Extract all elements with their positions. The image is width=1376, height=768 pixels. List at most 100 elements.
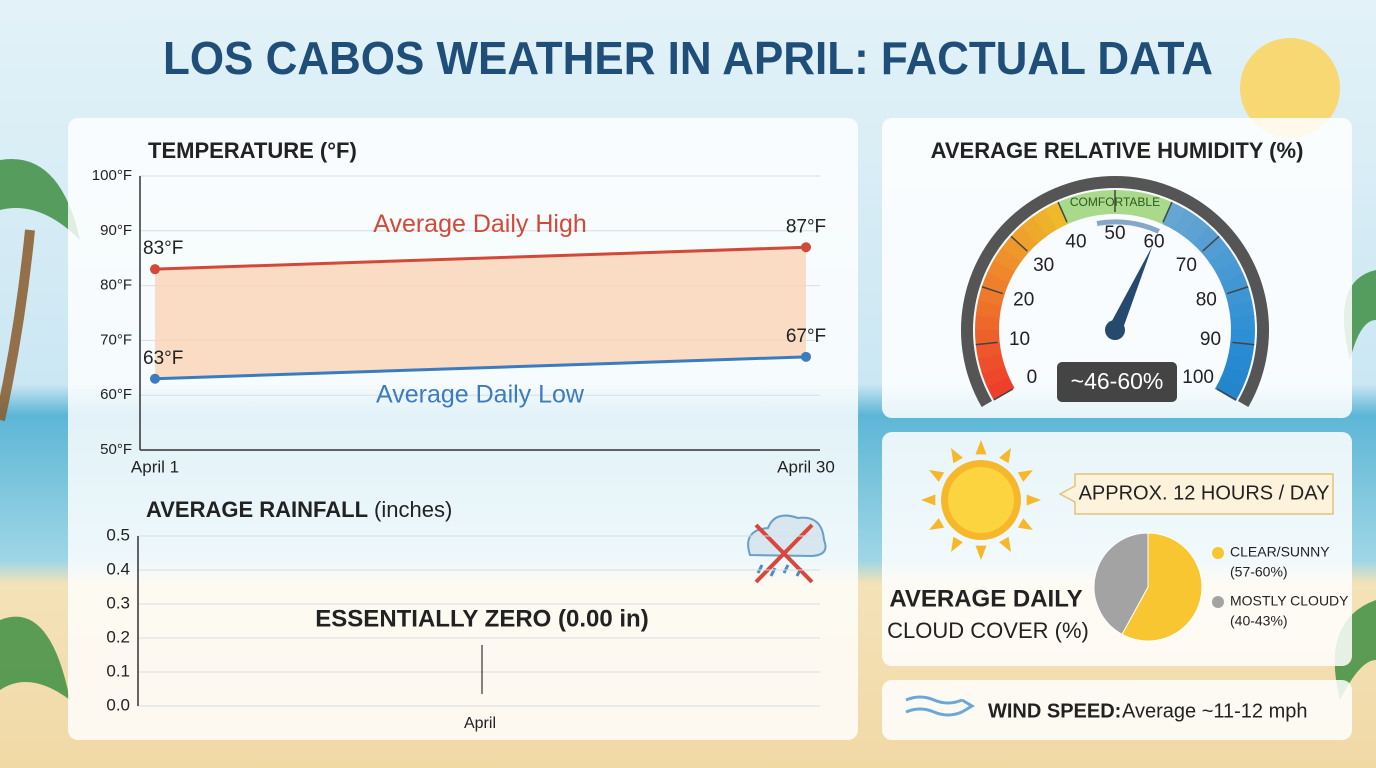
gauge-segment bbox=[1230, 315, 1255, 332]
gauge-segment bbox=[978, 285, 1006, 307]
legend-label: Average Daily Low bbox=[376, 380, 585, 408]
tick-mark bbox=[1226, 286, 1249, 295]
legend-label: CLEAR/SUNNY bbox=[1230, 544, 1330, 560]
gauge-segment bbox=[993, 246, 1022, 273]
y-tick-label: 100°F bbox=[92, 167, 132, 184]
gauge-segment bbox=[1001, 235, 1030, 262]
gauge-segment bbox=[1224, 353, 1252, 375]
wind-text: Average ~11-12 mph bbox=[1122, 700, 1308, 722]
page-title: LOS CABOS WEATHER IN APRIL: FACTUAL DATA bbox=[163, 32, 1213, 84]
chart-title: AVERAGE DAILY bbox=[889, 585, 1082, 612]
data-label: 67°F bbox=[786, 326, 826, 347]
gauge-segment bbox=[1045, 201, 1069, 230]
sun-ray bbox=[921, 494, 936, 506]
sun-ray bbox=[975, 440, 987, 455]
chart-unit: (inches) bbox=[374, 497, 452, 522]
gauge-segment bbox=[1220, 365, 1249, 389]
gauge-segment bbox=[975, 341, 1002, 360]
callout-box bbox=[1058, 473, 1334, 515]
range-fill bbox=[155, 247, 806, 379]
data-label: 87°F bbox=[786, 216, 826, 237]
y-tick-label: 0.3 bbox=[106, 593, 130, 612]
palm-left bbox=[0, 159, 80, 700]
wind-icon bbox=[905, 695, 975, 717]
tick-label: 90 bbox=[1200, 329, 1221, 350]
sun-ray bbox=[929, 470, 945, 482]
gauge-segment bbox=[977, 353, 1005, 374]
tick-label: 20 bbox=[1013, 289, 1034, 310]
wind-label: WIND SPEED: bbox=[988, 700, 1121, 722]
chart-title: TEMPERATURE (°F) bbox=[148, 138, 357, 163]
sun-ray bbox=[951, 536, 963, 552]
gauge-segment bbox=[1215, 259, 1244, 284]
legend-label: MOSTLY CLOUDY bbox=[1230, 593, 1349, 609]
gauge-segment bbox=[981, 271, 1010, 295]
tick-mark bbox=[1216, 388, 1237, 401]
y-tick-label: 0.1 bbox=[106, 661, 130, 680]
sun-ray bbox=[1017, 470, 1033, 482]
tick-label: 0 bbox=[1027, 367, 1038, 388]
data-point bbox=[150, 373, 160, 384]
gauge-segment bbox=[975, 299, 1002, 319]
gauge-segment bbox=[987, 258, 1016, 283]
value-label: ~46-60% bbox=[1071, 368, 1164, 394]
chart-title: AVERAGE RAINFALL (inches) bbox=[146, 497, 452, 522]
tick-mark bbox=[981, 286, 1004, 295]
tick-mark bbox=[993, 388, 1014, 401]
y-tick-label: 0.5 bbox=[106, 525, 130, 544]
annotation: ESSENTIALLY ZERO (0.00 in) bbox=[315, 605, 648, 632]
data-point bbox=[801, 242, 811, 253]
gauge-segment bbox=[1032, 208, 1058, 237]
sun-decoration bbox=[1240, 38, 1340, 138]
sun-ray bbox=[999, 536, 1011, 552]
gauge-segment bbox=[1214, 377, 1243, 402]
gauge-segment bbox=[1228, 341, 1255, 361]
gauge-segment bbox=[1183, 216, 1210, 245]
tick-label: 40 bbox=[1065, 231, 1086, 252]
y-tick-label: 0.2 bbox=[106, 627, 130, 646]
gauge-segment bbox=[1162, 202, 1187, 231]
y-tick-label: 0.4 bbox=[106, 559, 130, 578]
tick-label: 50 bbox=[1104, 223, 1125, 244]
legend-dot bbox=[1212, 547, 1224, 559]
tick-mark bbox=[1057, 201, 1068, 223]
y-tick-label: 60°F bbox=[100, 386, 132, 403]
gauge-segment bbox=[1228, 300, 1255, 320]
value-range bbox=[1096, 219, 1160, 234]
sun-ray bbox=[1026, 494, 1041, 506]
gauge-segment bbox=[975, 328, 1000, 345]
tick-mark bbox=[1010, 235, 1028, 252]
gauge-segment bbox=[981, 364, 1010, 387]
tick-mark bbox=[975, 341, 998, 346]
chart-title: AVERAGE RELATIVE HUMIDITY (%) bbox=[931, 138, 1304, 163]
annotation: APPROX. 12 HOURS / DAY bbox=[1079, 482, 1330, 504]
gauge-segment bbox=[1172, 208, 1199, 237]
gauge-segment bbox=[1192, 225, 1220, 254]
y-tick-label: 0.0 bbox=[106, 695, 130, 714]
series-line bbox=[154, 245, 807, 271]
sun-ray bbox=[975, 545, 987, 560]
x-tick-label: April 30 bbox=[777, 457, 835, 476]
gauge-segment bbox=[1010, 225, 1039, 253]
gauge-segment bbox=[1225, 286, 1253, 307]
sun-ray bbox=[999, 448, 1011, 464]
chart-subtitle: CLOUD COVER (%) bbox=[887, 618, 1089, 643]
tick-label: 10 bbox=[1009, 329, 1030, 350]
needle-hub bbox=[1105, 320, 1125, 340]
gauge-segment bbox=[975, 314, 1000, 331]
wind-panel bbox=[882, 680, 1352, 740]
gauge-track bbox=[961, 176, 1269, 407]
legend-note: (40-43%) bbox=[1230, 613, 1288, 629]
legend-label: Average Daily High bbox=[373, 210, 587, 238]
x-tick-label: April bbox=[464, 715, 496, 732]
sun-ray bbox=[951, 448, 963, 464]
value-box bbox=[1057, 362, 1177, 402]
sun-ray bbox=[1017, 518, 1033, 530]
sun-icon bbox=[921, 440, 1041, 560]
y-tick-label: 90°F bbox=[100, 222, 132, 239]
legend-dot bbox=[1212, 596, 1224, 608]
tick-label: 30 bbox=[1033, 255, 1054, 276]
tick-label: 60 bbox=[1143, 231, 1164, 252]
